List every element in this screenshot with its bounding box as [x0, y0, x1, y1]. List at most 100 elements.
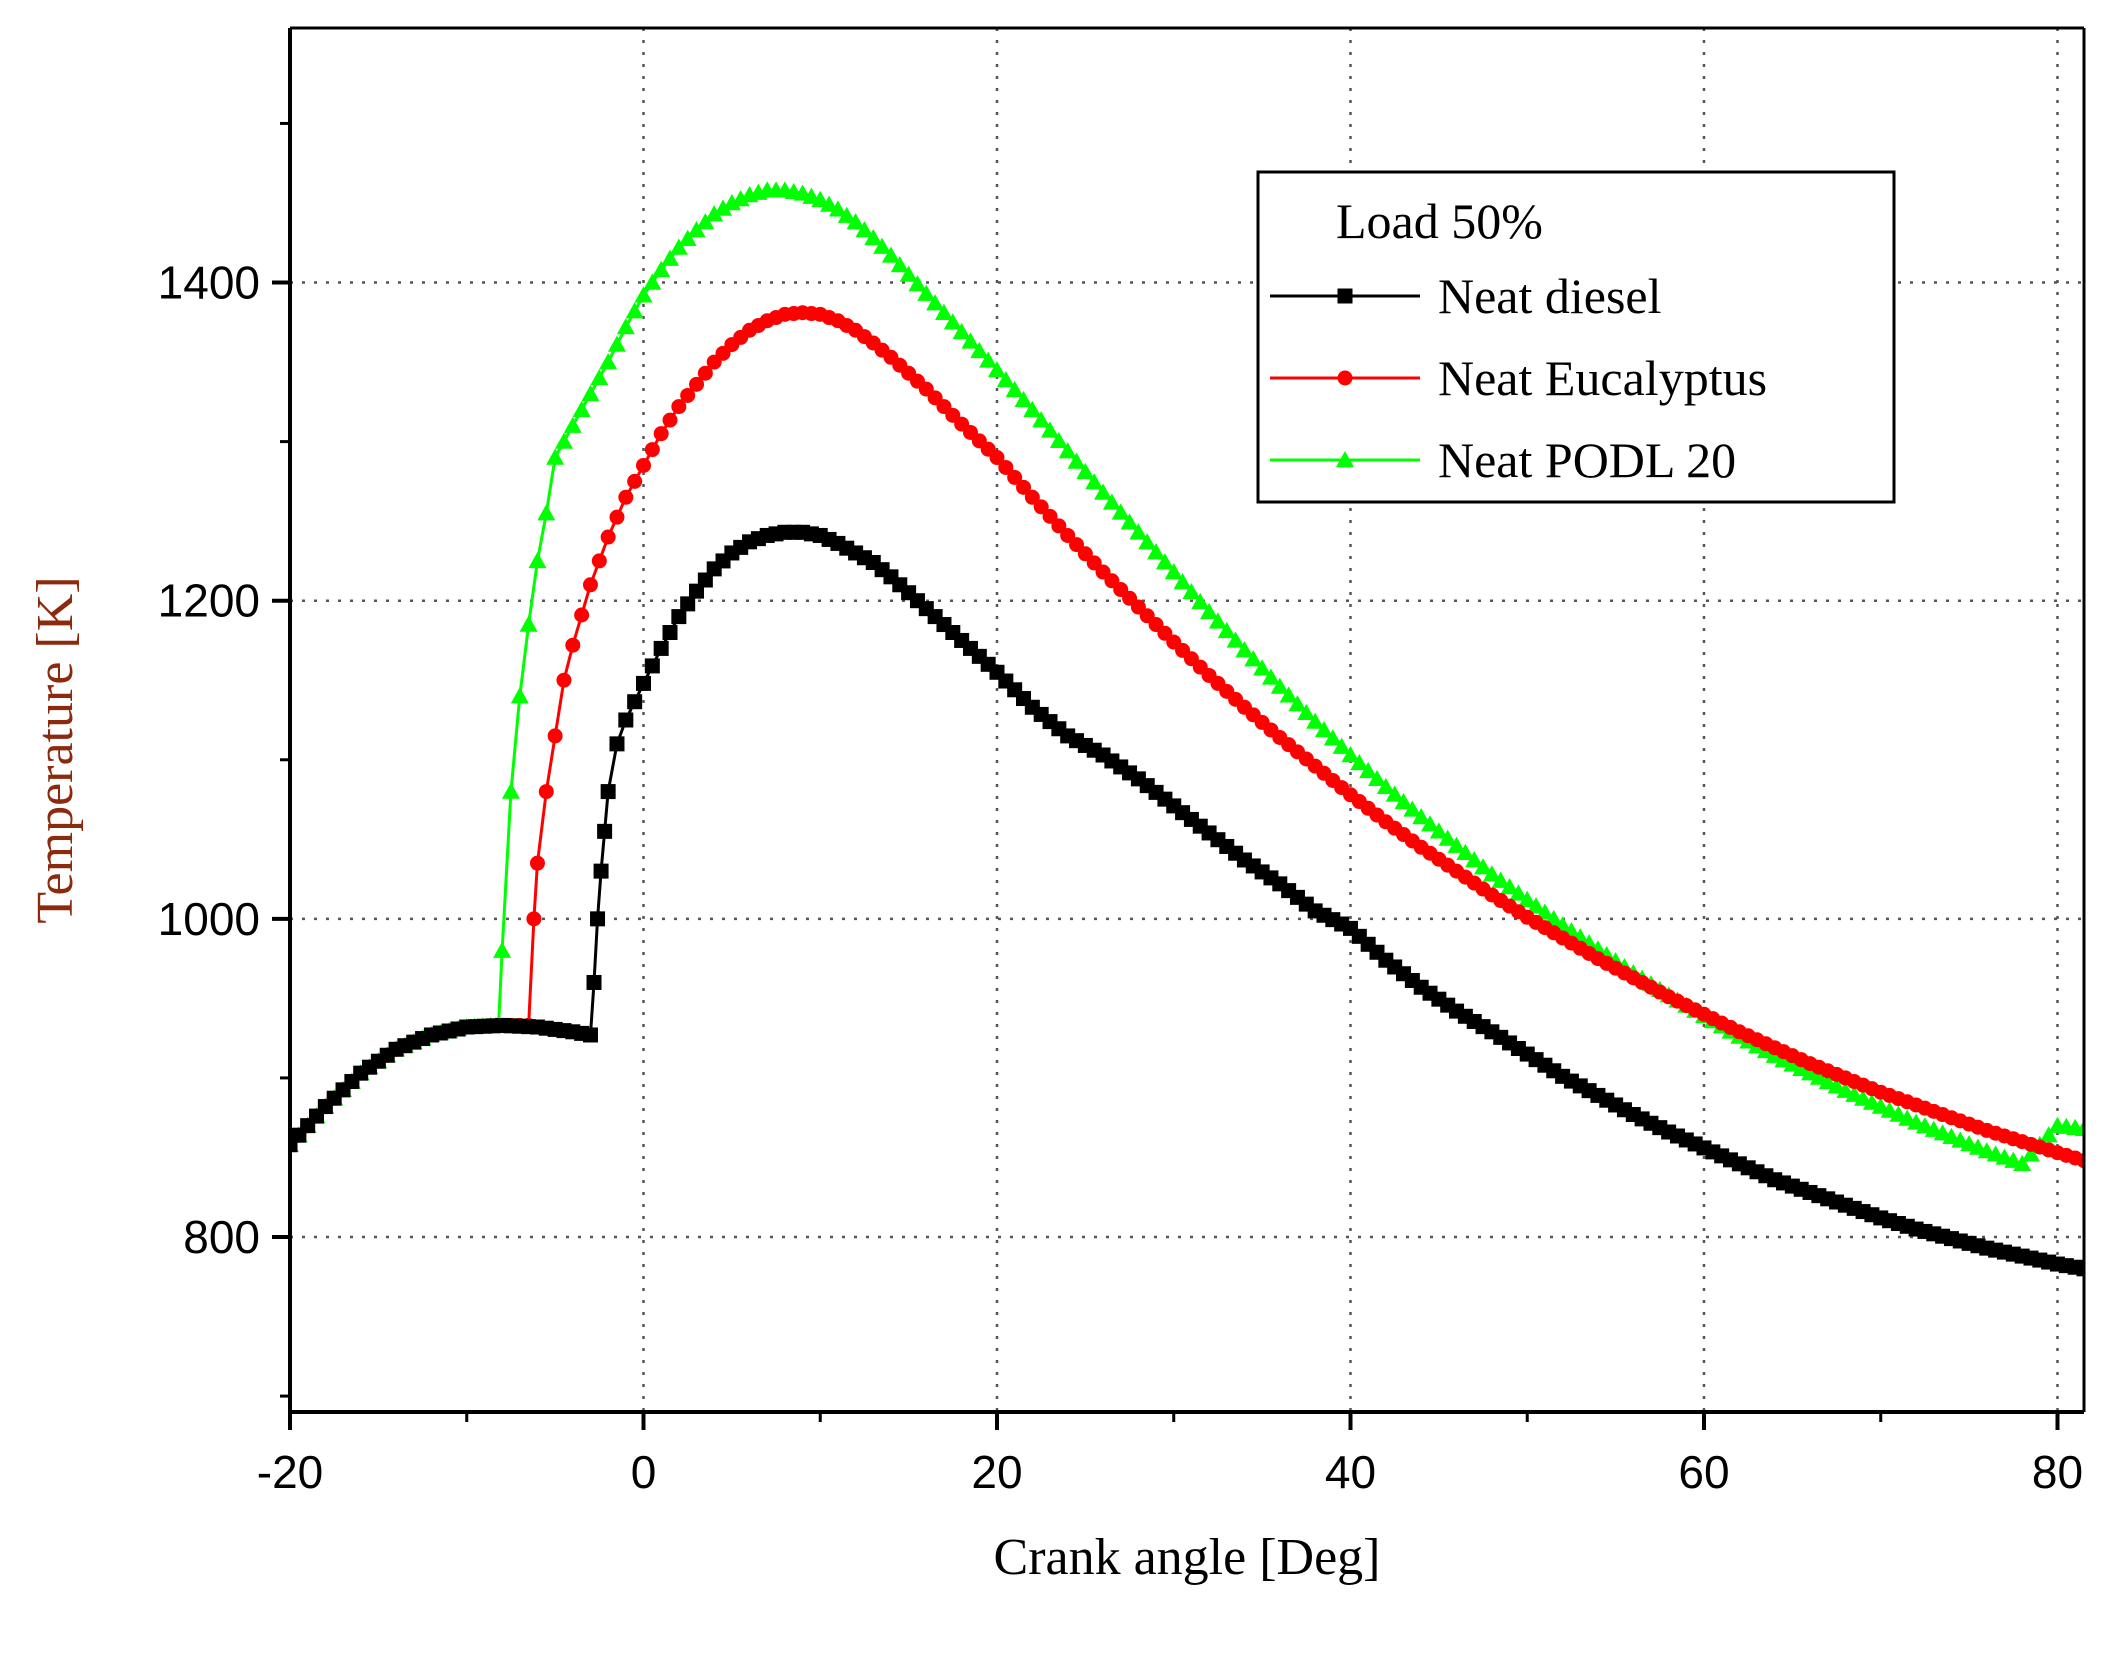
data-point — [671, 399, 687, 415]
data-point — [1385, 785, 1404, 802]
data-point — [1783, 1055, 1802, 1072]
data-point — [987, 361, 1006, 378]
data-point — [563, 416, 582, 433]
data-point — [1297, 703, 1316, 721]
data-point — [538, 784, 554, 800]
x-tick-label: -20 — [257, 1446, 323, 1498]
data-point — [600, 529, 616, 545]
data-point — [1465, 850, 1484, 868]
data-point — [1005, 380, 1024, 398]
x-tick-label: 0 — [631, 1446, 657, 1498]
data-point — [1016, 479, 1032, 495]
data-point — [1102, 493, 1121, 510]
data-point — [1023, 400, 1042, 417]
data-point — [653, 640, 669, 656]
legend-entry: Neat Eucalyptus — [1438, 350, 1767, 406]
data-point — [1253, 659, 1272, 676]
data-point — [582, 1027, 598, 1043]
data-point — [590, 368, 609, 386]
data-point — [634, 286, 653, 303]
data-point — [529, 855, 545, 871]
data-point — [1138, 533, 1157, 550]
y-tick-label: 1200 — [158, 575, 260, 627]
data-point — [811, 190, 830, 208]
data-point — [2076, 1261, 2084, 1277]
data-point — [1332, 737, 1351, 754]
data-point — [607, 335, 626, 352]
data-point — [998, 459, 1014, 475]
data-point — [635, 457, 651, 473]
data-point — [1094, 483, 1113, 500]
data-point — [1359, 761, 1378, 779]
data-point — [899, 265, 918, 282]
data-point — [546, 448, 565, 465]
data-point — [581, 384, 600, 402]
series-group — [290, 181, 2084, 1277]
data-point — [593, 863, 609, 879]
data-point — [590, 911, 606, 927]
data-point — [2039, 1126, 2058, 1143]
data-point — [599, 353, 618, 370]
x-axis-title: Crank angle [Deg] — [994, 1529, 1381, 1586]
data-point — [501, 782, 520, 799]
data-point — [1182, 582, 1201, 600]
data-point — [574, 607, 590, 623]
data-point — [586, 974, 602, 990]
data-point — [1447, 836, 1466, 853]
data-point — [510, 687, 529, 704]
data-point — [1350, 753, 1369, 771]
legend-box — [1256, 170, 1896, 504]
data-point — [1041, 421, 1060, 438]
data-point — [864, 228, 883, 246]
data-point — [653, 426, 669, 442]
data-point — [526, 911, 542, 927]
legend-entry: Neat diesel — [1438, 268, 1662, 324]
data-point — [1314, 720, 1333, 738]
data-point — [1429, 822, 1448, 839]
data-point — [1394, 792, 1413, 810]
data-point — [1509, 884, 1528, 901]
data-point — [1809, 1068, 1828, 1085]
data-point — [597, 823, 613, 839]
data-point — [671, 609, 687, 625]
data-point — [2075, 1119, 2084, 1137]
data-point — [961, 332, 980, 349]
data-point — [1147, 543, 1166, 560]
data-point — [1042, 508, 1058, 524]
data-point — [1226, 631, 1245, 648]
data-point — [1456, 843, 1475, 861]
x-tick-label: 60 — [1678, 1446, 1729, 1498]
data-point — [1306, 712, 1325, 729]
data-point — [952, 322, 971, 340]
data-point — [1482, 865, 1501, 882]
data-point — [1792, 1059, 1811, 1076]
data-point — [989, 450, 1005, 466]
data-point — [635, 675, 651, 691]
x-tick-label: 20 — [971, 1446, 1022, 1498]
series-line — [290, 530, 2084, 1271]
data-point — [565, 637, 581, 653]
y-tick-label: 1400 — [158, 257, 260, 309]
data-point — [537, 504, 556, 521]
legend-swatch-marker — [1336, 451, 1354, 468]
data-point — [943, 313, 962, 330]
data-point — [1076, 462, 1095, 480]
data-point — [881, 246, 900, 263]
data-point — [1438, 829, 1457, 846]
data-point — [1527, 897, 1546, 914]
data-point — [1014, 390, 1033, 408]
data-point — [1491, 871, 1510, 888]
data-point — [1323, 729, 1342, 746]
data-point — [1235, 641, 1254, 658]
data-point — [1535, 903, 1554, 920]
data-point — [828, 200, 847, 217]
data-point — [996, 370, 1015, 388]
data-point — [1827, 1077, 1846, 1094]
data-point — [908, 275, 927, 292]
data-point — [890, 256, 909, 273]
data-point — [582, 577, 598, 593]
data-point — [609, 736, 625, 752]
data-point — [1421, 815, 1440, 832]
data-point — [1270, 677, 1289, 694]
data-point — [697, 365, 713, 381]
